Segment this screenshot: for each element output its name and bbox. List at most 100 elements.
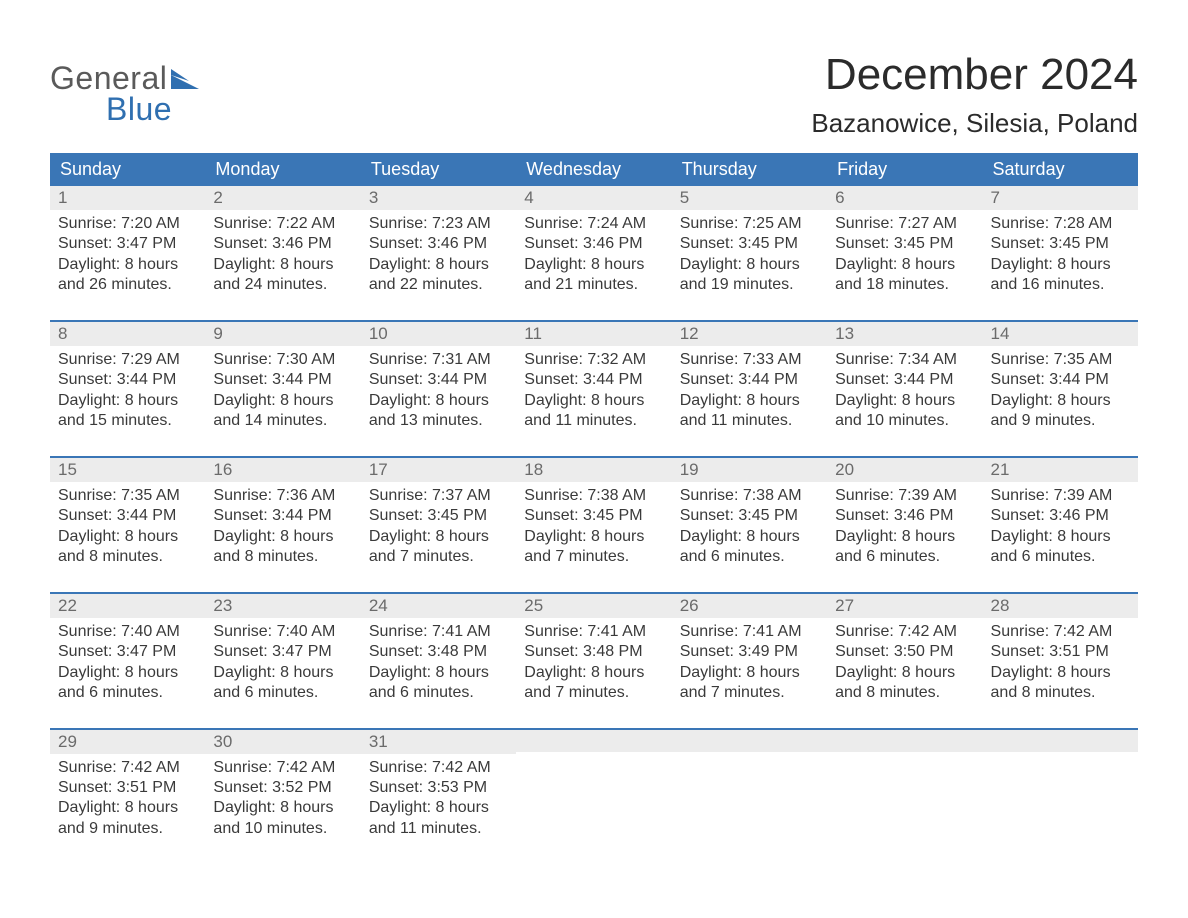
daylight-line-2: and 18 minutes. [835,275,974,295]
calendar-day: 20Sunrise: 7:39 AMSunset: 3:46 PMDayligh… [827,457,982,593]
daylight-line-1: Daylight: 8 hours [991,391,1130,411]
day-number-row: 22 [50,594,205,618]
daylight-line-1: Daylight: 8 hours [680,663,819,683]
daylight-line-1: Daylight: 8 hours [58,527,197,547]
sunset-line: Sunset: 3:44 PM [680,370,819,390]
calendar-day: 12Sunrise: 7:33 AMSunset: 3:44 PMDayligh… [672,321,827,457]
daylight-line-1: Daylight: 8 hours [991,255,1130,275]
sunset-line: Sunset: 3:44 PM [58,506,197,526]
calendar-day: 13Sunrise: 7:34 AMSunset: 3:44 PMDayligh… [827,321,982,457]
sunrise-line: Sunrise: 7:23 AM [369,214,508,234]
daylight-line-2: and 7 minutes. [369,547,508,567]
sunrise-line: Sunrise: 7:22 AM [213,214,352,234]
daylight-line-1: Daylight: 8 hours [835,527,974,547]
sunrise-line: Sunrise: 7:30 AM [213,350,352,370]
logo-flag-icon [171,69,199,89]
daylight-line-1: Daylight: 8 hours [524,391,663,411]
day-number-row: 27 [827,594,982,618]
calendar-day: 8Sunrise: 7:29 AMSunset: 3:44 PMDaylight… [50,321,205,457]
sunset-line: Sunset: 3:45 PM [369,506,508,526]
day-body: Sunrise: 7:24 AMSunset: 3:46 PMDaylight:… [524,214,663,296]
day-number-row: 8 [50,322,205,346]
day-number: 18 [524,460,543,479]
daylight-line-1: Daylight: 8 hours [213,391,352,411]
calendar-day: 7Sunrise: 7:28 AMSunset: 3:45 PMDaylight… [983,186,1138,321]
day-body: Sunrise: 7:40 AMSunset: 3:47 PMDaylight:… [213,622,352,704]
sunset-line: Sunset: 3:45 PM [835,234,974,254]
sunrise-line: Sunrise: 7:41 AM [369,622,508,642]
daylight-line-2: and 8 minutes. [213,547,352,567]
day-body: Sunrise: 7:30 AMSunset: 3:44 PMDaylight:… [213,350,352,432]
sunrise-line: Sunrise: 7:42 AM [835,622,974,642]
daylight-line-1: Daylight: 8 hours [58,391,197,411]
day-number: 28 [991,596,1010,615]
calendar-day: 5Sunrise: 7:25 AMSunset: 3:45 PMDaylight… [672,186,827,321]
sunrise-line: Sunrise: 7:35 AM [991,350,1130,370]
calendar-day: 29Sunrise: 7:42 AMSunset: 3:51 PMDayligh… [50,729,205,864]
calendar-week: 29Sunrise: 7:42 AMSunset: 3:51 PMDayligh… [50,729,1138,864]
day-body: Sunrise: 7:35 AMSunset: 3:44 PMDaylight:… [58,486,197,568]
daylight-line-1: Daylight: 8 hours [369,798,508,818]
calendar-day: 28Sunrise: 7:42 AMSunset: 3:51 PMDayligh… [983,593,1138,729]
sunrise-line: Sunrise: 7:28 AM [991,214,1130,234]
day-body: Sunrise: 7:27 AMSunset: 3:45 PMDaylight:… [835,214,974,296]
day-number: 5 [680,188,689,207]
day-body: Sunrise: 7:31 AMSunset: 3:44 PMDaylight:… [369,350,508,432]
calendar-day-empty [983,729,1138,864]
day-body: Sunrise: 7:41 AMSunset: 3:48 PMDaylight:… [524,622,663,704]
day-body: Sunrise: 7:41 AMSunset: 3:49 PMDaylight:… [680,622,819,704]
day-body: Sunrise: 7:42 AMSunset: 3:50 PMDaylight:… [835,622,974,704]
calendar-day: 3Sunrise: 7:23 AMSunset: 3:46 PMDaylight… [361,186,516,321]
day-number: 16 [213,460,232,479]
daylight-line-1: Daylight: 8 hours [680,527,819,547]
calendar-body: 1Sunrise: 7:20 AMSunset: 3:47 PMDaylight… [50,186,1138,863]
sunrise-line: Sunrise: 7:38 AM [524,486,663,506]
daylight-line-2: and 7 minutes. [524,683,663,703]
daylight-line-1: Daylight: 8 hours [213,255,352,275]
calendar-day: 30Sunrise: 7:42 AMSunset: 3:52 PMDayligh… [205,729,360,864]
day-number-row: 26 [672,594,827,618]
daylight-line-2: and 21 minutes. [524,275,663,295]
daylight-line-2: and 9 minutes. [991,411,1130,431]
daylight-line-1: Daylight: 8 hours [369,663,508,683]
day-body: Sunrise: 7:28 AMSunset: 3:45 PMDaylight:… [991,214,1130,296]
daylight-line-2: and 19 minutes. [680,275,819,295]
day-number-row-empty [516,730,671,752]
day-number-row: 15 [50,458,205,482]
day-number: 31 [369,732,388,751]
daylight-line-2: and 22 minutes. [369,275,508,295]
daylight-line-2: and 16 minutes. [991,275,1130,295]
day-body: Sunrise: 7:34 AMSunset: 3:44 PMDaylight:… [835,350,974,432]
sunset-line: Sunset: 3:50 PM [835,642,974,662]
calendar-day: 6 Sunrise: 7:27 AMSunset: 3:45 PMDaylight… [827,186,982,321]
day-body: Sunrise: 7:23 AMSunset: 3:46 PMDaylight:… [369,214,508,296]
daylight-line-1: Daylight: 8 hours [369,391,508,411]
daylight-line-1: Daylight: 8 hours [58,798,197,818]
header-row: General Blue December 2024 Bazanowice, S… [50,50,1138,139]
day-number-row: 25 [516,594,671,618]
day-body: Sunrise: 7:38 AMSunset: 3:45 PMDaylight:… [680,486,819,568]
day-number: 22 [58,596,77,615]
day-number: 23 [213,596,232,615]
day-number-row: 6 [827,186,982,210]
sunset-line: Sunset: 3:48 PM [524,642,663,662]
calendar-day: 16Sunrise: 7:36 AMSunset: 3:44 PMDayligh… [205,457,360,593]
daylight-line-2: and 11 minutes. [524,411,663,431]
day-number: 2 [213,188,222,207]
calendar-day: 4 Sunrise: 7:24 AMSunset: 3:46 PMDaylight… [516,186,671,321]
day-number: 4 [524,188,533,207]
sunrise-line: Sunrise: 7:40 AM [213,622,352,642]
logo-text-blue: Blue [106,91,172,128]
day-header: Sunday [50,153,205,186]
daylight-line-1: Daylight: 8 hours [213,798,352,818]
sunset-line: Sunset: 3:52 PM [213,778,352,798]
sunset-line: Sunset: 3:45 PM [524,506,663,526]
day-number-row: 18 [516,458,671,482]
daylight-line-2: and 8 minutes. [58,547,197,567]
sunset-line: Sunset: 3:45 PM [680,506,819,526]
sunset-line: Sunset: 3:48 PM [369,642,508,662]
sunrise-line: Sunrise: 7:34 AM [835,350,974,370]
daylight-line-1: Daylight: 8 hours [680,391,819,411]
day-body: Sunrise: 7:41 AMSunset: 3:48 PMDaylight:… [369,622,508,704]
location: Bazanowice, Silesia, Poland [811,108,1138,139]
